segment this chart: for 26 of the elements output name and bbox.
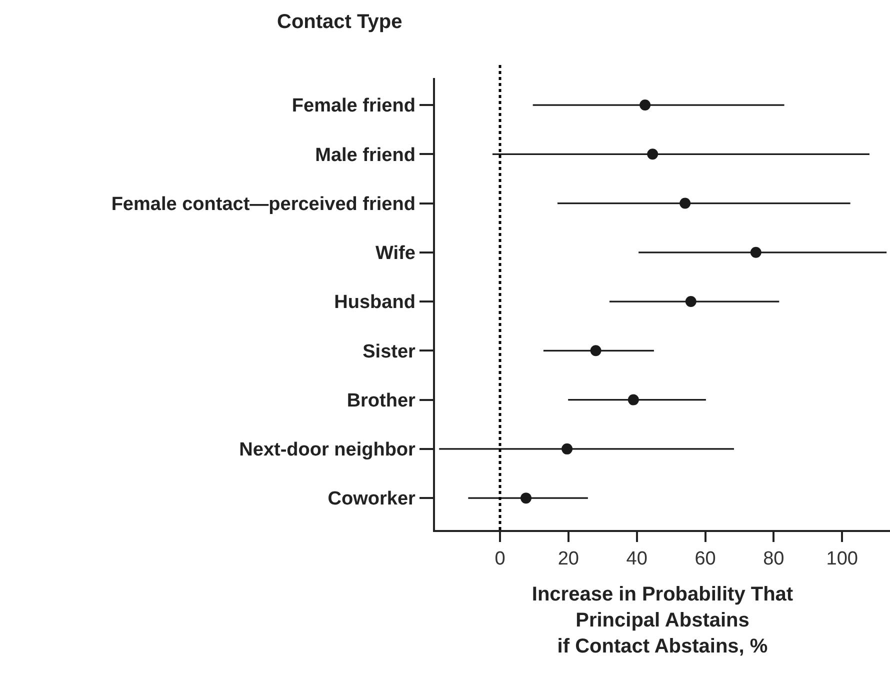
y-tick-label: Wife	[375, 243, 416, 264]
point	[750, 246, 762, 258]
point	[628, 394, 639, 406]
y-tick-label: Male friend	[315, 144, 416, 166]
y-tick-label: Brother	[346, 390, 416, 412]
point	[680, 198, 691, 209]
point	[640, 100, 651, 111]
x-tick-label: 100	[826, 548, 858, 570]
x-tick-label: 60	[694, 548, 716, 570]
y-tick-label: Female friend	[292, 96, 416, 117]
x-tick-label: 0	[494, 548, 506, 570]
point	[685, 296, 696, 308]
y-tick-label: Husband	[334, 292, 416, 314]
y-tick-label: Female contact—perceived friend	[111, 194, 416, 215]
x-axis-title: Increase in Probability That Principal Abstains if Contact Abstains, %	[532, 584, 794, 658]
x-tick-label: 40	[626, 548, 648, 570]
y-tick-label: Coworker	[328, 488, 416, 510]
point	[520, 492, 532, 504]
point	[647, 148, 658, 160]
y-tick-label: Sister	[362, 341, 416, 362]
x-tick-label: 80	[763, 548, 784, 570]
point	[562, 443, 573, 454]
y-tick-label: Next-door neighbor	[239, 440, 416, 461]
x-tick-label: 20	[558, 548, 579, 570]
point	[590, 345, 602, 356]
y-axis-title: Contact Type	[277, 11, 402, 33]
